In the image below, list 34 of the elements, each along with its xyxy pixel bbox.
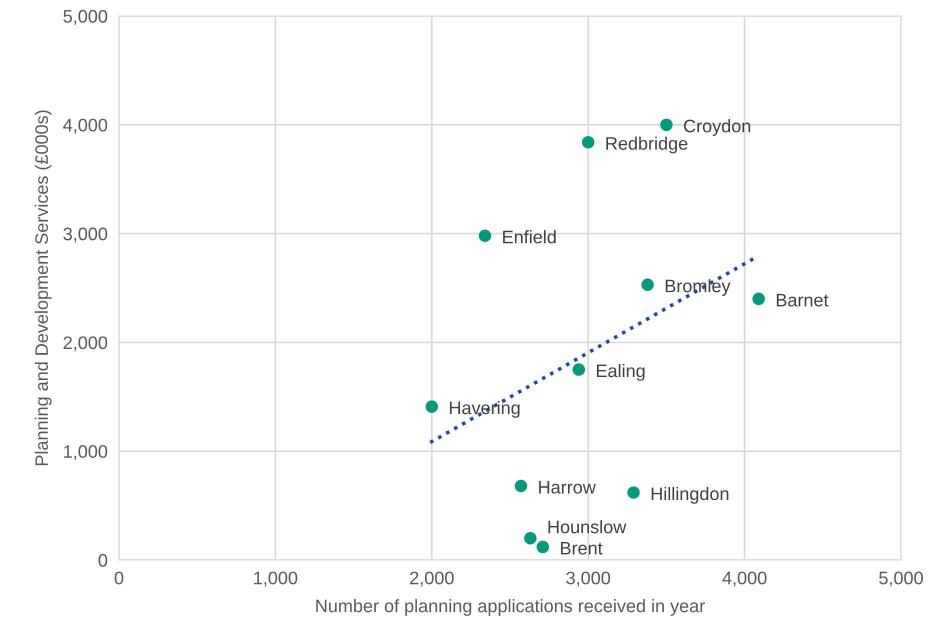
point (478, 230, 492, 242)
point (572, 363, 586, 376)
y-tick-label: 2,000 (64, 336, 108, 352)
point (514, 480, 528, 492)
annotation: Brent (560, 542, 603, 555)
y-tick-label: 5,000 (63, 10, 108, 25)
annotation: Croydon (684, 119, 750, 136)
x-tick-label: 5,000 (879, 572, 923, 587)
annotation: Harrow (539, 481, 596, 494)
annotation: Hillingdon (652, 486, 728, 504)
annotation: Redbridge (606, 136, 688, 154)
y-tick-label: 1,000 (64, 445, 108, 460)
point (582, 136, 594, 148)
annotation: Hounslow (548, 520, 626, 534)
x-axis-title: Number of planning applications received in year (316, 599, 705, 616)
y-axis-title: Planning and Development Services (£000s) (34, 110, 52, 466)
x-tick-label: 2,000 (410, 572, 454, 587)
point (752, 292, 765, 306)
point (426, 400, 438, 413)
point (641, 278, 654, 291)
y-tick-label: 0 (98, 554, 108, 567)
x-tick-label: 1,000 (254, 572, 298, 587)
x-tick-label: 0 (114, 572, 124, 584)
x-tick-label: 4,000 (722, 572, 766, 587)
point (536, 540, 550, 554)
point (524, 532, 537, 544)
annotation: Enfield (503, 230, 556, 244)
point (627, 486, 640, 499)
x-tick-label: 3,000 (566, 572, 610, 587)
y-tick-label: 4,000 (63, 118, 108, 134)
annotation: Ealing (596, 364, 645, 381)
annotation: Barnet (776, 294, 828, 307)
y-tick-label: 3,000 (63, 228, 108, 242)
point (660, 118, 673, 132)
